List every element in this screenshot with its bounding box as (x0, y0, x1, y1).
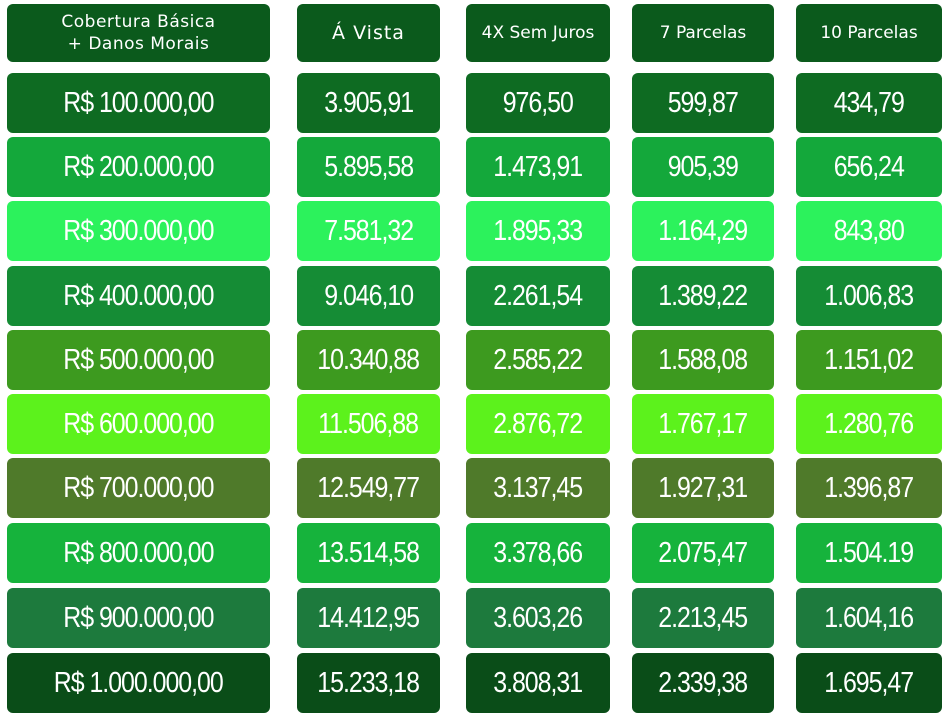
avista-cell: 5.895,58 (297, 137, 440, 197)
coverage-cell: R$ 100.000,00 (7, 73, 270, 133)
coverage-cell: R$ 200.000,00 (7, 137, 270, 197)
10-parcelas-cell: 843,80 (796, 201, 942, 261)
table-row: R$ 600.000,00 11.506,88 2.876,72 1.767,1… (0, 394, 948, 454)
avista-cell: 3.905,91 (297, 73, 440, 133)
4x-cell: 2.261,54 (466, 266, 610, 326)
7-parcelas-cell: 2.075,47 (632, 523, 774, 583)
7-parcelas-cell: 1.588,08 (632, 330, 774, 390)
header-coverage-line2: + Danos Morais (67, 34, 210, 54)
coverage-cell: R$ 1.000.000,00 (7, 653, 270, 713)
avista-cell: 15.233,18 (297, 653, 440, 713)
header-coverage: Cobertura Básica + Danos Morais (7, 4, 270, 62)
4x-cell: 3.808,31 (466, 653, 610, 713)
7-parcelas-cell: 1.164,29 (632, 201, 774, 261)
4x-cell: 976,50 (466, 73, 610, 133)
10-parcelas-cell: 1.695,47 (796, 653, 942, 713)
7-parcelas-cell: 2.339,38 (632, 653, 774, 713)
table-row: R$ 100.000,00 3.905,91 976,50 599,87 434… (0, 73, 948, 133)
table-row: R$ 900.000,00 14.412,95 3.603,26 2.213,4… (0, 588, 948, 648)
4x-cell: 3.603,26 (466, 588, 610, 648)
4x-cell: 3.378,66 (466, 523, 610, 583)
7-parcelas-cell: 599,87 (632, 73, 774, 133)
table-row: R$ 200.000,00 5.895,58 1.473,91 905,39 6… (0, 137, 948, 197)
7-parcelas-cell: 1.389,22 (632, 266, 774, 326)
coverage-cell: R$ 900.000,00 (7, 588, 270, 648)
coverage-cell: R$ 300.000,00 (7, 201, 270, 261)
avista-cell: 14.412,95 (297, 588, 440, 648)
coverage-cell: R$ 400.000,00 (7, 266, 270, 326)
avista-cell: 9.046,10 (297, 266, 440, 326)
header-coverage-line1: Cobertura Básica (61, 12, 216, 32)
table-row: R$ 300.000,00 7.581,32 1.895,33 1.164,29… (0, 201, 948, 261)
avista-cell: 11.506,88 (297, 394, 440, 454)
10-parcelas-cell: 656,24 (796, 137, 942, 197)
10-parcelas-cell: 1.604,16 (796, 588, 942, 648)
10-parcelas-cell: 1.151,02 (796, 330, 942, 390)
10-parcelas-cell: 434,79 (796, 73, 942, 133)
avista-cell: 13.514,58 (297, 523, 440, 583)
header-avista: Á Vista (297, 4, 440, 62)
coverage-cell: R$ 500.000,00 (7, 330, 270, 390)
10-parcelas-cell: 1.006,83 (796, 266, 942, 326)
header-10-parcelas: 10 Parcelas (796, 4, 942, 62)
table-row: R$ 700.000,00 12.549,77 3.137,45 1.927,3… (0, 458, 948, 518)
4x-cell: 2.585,22 (466, 330, 610, 390)
coverage-cell: R$ 600.000,00 (7, 394, 270, 454)
coverage-cell: R$ 800.000,00 (7, 523, 270, 583)
10-parcelas-cell: 1.504.19 (796, 523, 942, 583)
7-parcelas-cell: 2.213,45 (632, 588, 774, 648)
7-parcelas-cell: 1.927,31 (632, 458, 774, 518)
table-row: R$ 500.000,00 10.340,88 2.585,22 1.588,0… (0, 330, 948, 390)
header-7-parcelas: 7 Parcelas (632, 4, 774, 62)
table-row: R$ 1.000.000,00 15.233,18 3.808,31 2.339… (0, 653, 948, 713)
table-header: Cobertura Básica + Danos Morais Á Vista … (0, 4, 948, 62)
avista-cell: 12.549,77 (297, 458, 440, 518)
4x-cell: 3.137,45 (466, 458, 610, 518)
avista-cell: 7.581,32 (297, 201, 440, 261)
4x-cell: 1.473,91 (466, 137, 610, 197)
7-parcelas-cell: 1.767,17 (632, 394, 774, 454)
4x-cell: 1.895,33 (466, 201, 610, 261)
10-parcelas-cell: 1.280,76 (796, 394, 942, 454)
table-row: R$ 800.000,00 13.514,58 3.378,66 2.075,4… (0, 523, 948, 583)
coverage-cell: R$ 700.000,00 (7, 458, 270, 518)
7-parcelas-cell: 905,39 (632, 137, 774, 197)
avista-cell: 10.340,88 (297, 330, 440, 390)
4x-cell: 2.876,72 (466, 394, 610, 454)
header-4x-sem-juros: 4X Sem Juros (466, 4, 610, 62)
table-row: R$ 400.000,00 9.046,10 2.261,54 1.389,22… (0, 266, 948, 326)
10-parcelas-cell: 1.396,87 (796, 458, 942, 518)
